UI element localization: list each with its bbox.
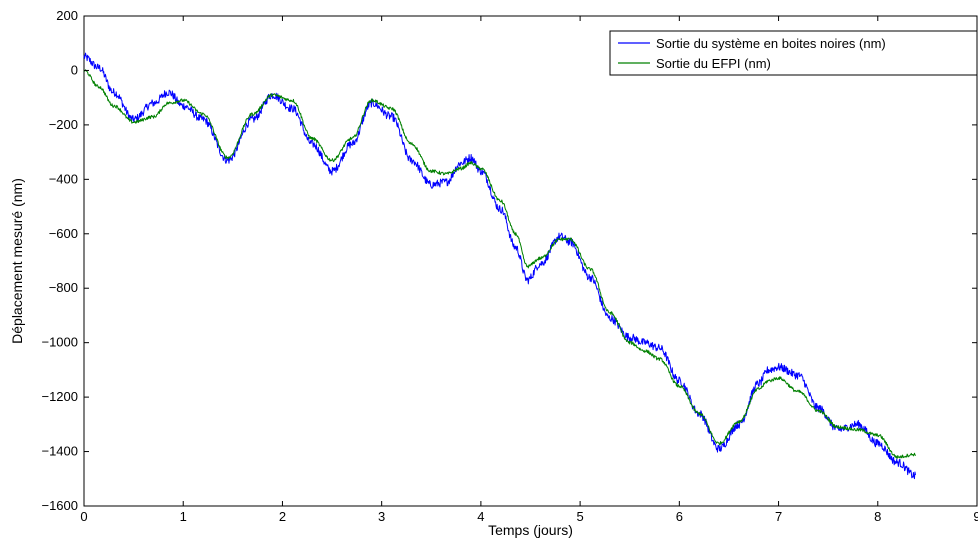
- ticks-layer: 0 1 2 3 4 5 6 7 8 9 200 0 −200 −400 −600 −800 −1000 −1200…: [41, 8, 978, 524]
- x-tick-label: 4: [477, 509, 484, 524]
- y-tick-label: −800: [49, 280, 78, 295]
- y-tick-label: −1000: [41, 335, 78, 350]
- legend-box: [609, 30, 978, 76]
- legend-label-blackbox: Sortie du système en boites noires (nm): [656, 36, 886, 51]
- series-line-efpi: [83, 69, 916, 459]
- legend-label-efpi: Sortie du EFPI (nm): [656, 56, 771, 71]
- y-tick-label: −600: [49, 226, 78, 241]
- x-tick-label: 3: [378, 509, 385, 524]
- x-tick-label: 0: [80, 509, 87, 524]
- y-tick-label: −400: [49, 171, 78, 186]
- series-layer: [83, 52, 916, 480]
- y-tick-label: −200: [49, 117, 78, 132]
- y-axis-label: Déplacement mesuré (nm): [9, 178, 25, 344]
- y-tick-label: 200: [56, 8, 78, 23]
- x-tick-label: 6: [676, 509, 683, 524]
- x-tick-label: 8: [874, 509, 881, 524]
- legend: Sortie du système en boites noires (nm) …: [609, 30, 978, 76]
- y-tick-label: 0: [71, 62, 78, 77]
- x-tick-label: 9: [973, 509, 978, 524]
- x-tick-label: 7: [775, 509, 782, 524]
- y-tick-label: −1600: [41, 498, 78, 513]
- series-line-blackbox: [83, 52, 916, 480]
- y-tick-label: −1200: [41, 389, 78, 404]
- x-tick-label: 2: [279, 509, 286, 524]
- x-axis-label: Temps (jours): [488, 522, 573, 538]
- y-tick-label: −1400: [41, 444, 78, 459]
- x-tick-label: 5: [576, 509, 583, 524]
- plot-area: [83, 15, 978, 507]
- x-tick-label: 1: [180, 509, 187, 524]
